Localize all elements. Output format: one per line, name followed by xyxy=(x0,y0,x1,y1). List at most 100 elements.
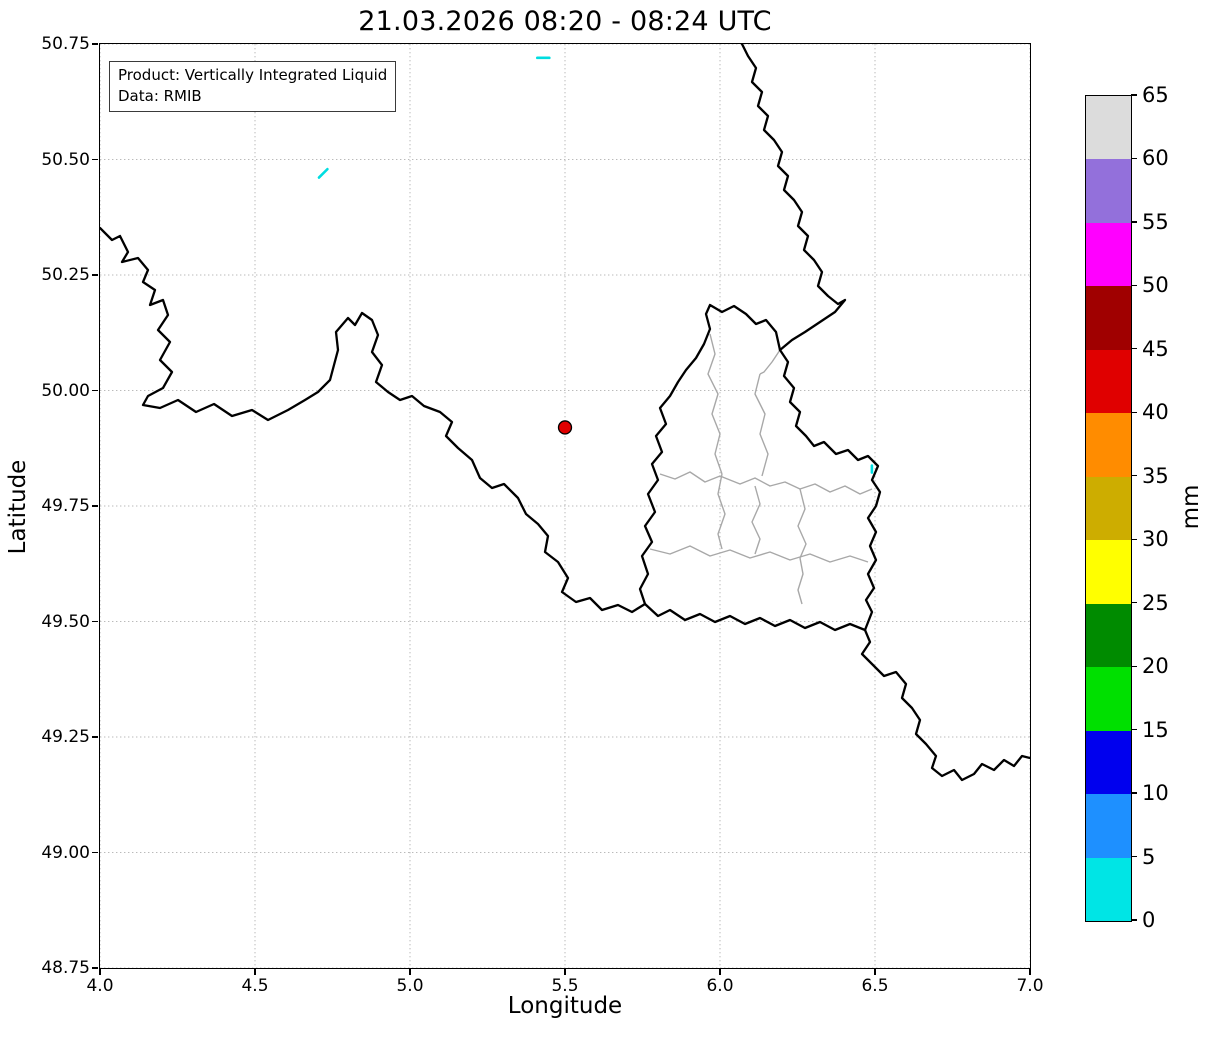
radar-echo xyxy=(317,167,329,179)
colorbar-segment xyxy=(1086,476,1131,541)
x-tick-mark xyxy=(719,969,721,975)
canton-border xyxy=(717,473,726,550)
colorbar-tick-mark xyxy=(1131,602,1137,604)
border-france-germany xyxy=(860,628,1030,782)
y-tick-mark xyxy=(92,505,98,507)
colorbar-tick-mark xyxy=(1131,348,1137,350)
colorbar-tick-mark xyxy=(1131,919,1137,921)
y-tick-mark xyxy=(92,967,98,969)
colorbar-tick-label: 25 xyxy=(1142,590,1169,615)
border-belgium-germany xyxy=(740,44,847,352)
annotation-data-source: Data: RMIB xyxy=(118,87,202,105)
canton-border xyxy=(797,488,807,559)
x-axis-label: Longitude xyxy=(507,993,623,1019)
colorbar-segment xyxy=(1086,413,1131,477)
x-tick-mark xyxy=(1029,969,1031,975)
y-tick-label: 50.50 xyxy=(41,149,90,170)
station-marker xyxy=(557,420,573,435)
colorbar-segment xyxy=(1086,222,1131,287)
colorbar-tick-label: 65 xyxy=(1142,83,1169,107)
colorbar-tick-label: 55 xyxy=(1142,209,1169,234)
x-tick-label: 5.5 xyxy=(551,976,579,996)
colorbar-tick-mark xyxy=(1131,665,1137,667)
colorbar-segment xyxy=(1086,603,1131,668)
y-tick-mark xyxy=(92,274,98,276)
canton-border xyxy=(759,349,781,375)
colorbar-tick-mark xyxy=(1131,411,1137,413)
canton-border xyxy=(751,485,761,555)
x-tick-label: 5.0 xyxy=(396,976,424,996)
colorbar-segment xyxy=(1086,730,1131,795)
x-tick-mark xyxy=(409,969,411,975)
canton-border xyxy=(797,557,804,605)
colorbar-tick-label: 5 xyxy=(1142,844,1156,869)
colorbar-tick-label: 10 xyxy=(1142,781,1169,806)
y-tick-mark xyxy=(92,43,98,45)
colorbar-tick-label: 35 xyxy=(1142,463,1169,488)
y-tick-label: 49.50 xyxy=(41,611,90,632)
colorbar-tick-label: 50 xyxy=(1142,273,1169,298)
colorbar-tick-mark xyxy=(1131,221,1137,223)
y-tick-label: 50.75 xyxy=(41,34,90,54)
colorbar-segment xyxy=(1086,794,1131,858)
plot-title: 21.03.2026 08:20 - 08:24 UTC xyxy=(358,6,772,37)
colorbar-tick-mark xyxy=(1131,284,1137,286)
colorbar-segment xyxy=(1086,96,1131,160)
x-tick-mark xyxy=(564,969,566,975)
colorbar-segment xyxy=(1086,349,1131,414)
annotation-product: Product: Vertically Integrated Liquid xyxy=(118,66,388,84)
y-tick-mark xyxy=(92,736,98,738)
y-tick-label: 49.75 xyxy=(41,496,90,516)
annotation-box: Product: Vertically Integrated Liquid Da… xyxy=(109,61,397,112)
border-luxembourg xyxy=(638,303,882,632)
luxembourg-district-borders xyxy=(649,333,873,605)
y-tick-mark xyxy=(92,851,98,854)
country-borders xyxy=(100,44,1030,782)
colorbar-tick-mark xyxy=(1131,792,1137,794)
station-marker-layer xyxy=(557,420,573,435)
colorbar-tick-mark xyxy=(1131,157,1137,160)
canton-border xyxy=(707,333,723,475)
colorbar-tick-label: 60 xyxy=(1142,146,1169,171)
radar-echoes xyxy=(317,56,874,474)
colorbar xyxy=(1085,95,1132,922)
colorbar-segment xyxy=(1086,857,1131,922)
colorbar-tick-mark xyxy=(1131,855,1137,858)
y-tick-label: 49.00 xyxy=(41,842,90,863)
colorbar-segment xyxy=(1086,286,1131,350)
colorbar-segment xyxy=(1086,667,1131,731)
y-tick-label: 49.25 xyxy=(41,727,90,747)
x-tick-mark xyxy=(254,969,256,975)
y-tick-label: 48.75 xyxy=(41,958,90,978)
x-tick-label: 6.5 xyxy=(861,976,889,996)
colorbar-tick-mark xyxy=(1131,475,1137,477)
canton-border xyxy=(754,373,769,477)
map-canvas xyxy=(100,44,1030,968)
colorbar-segment xyxy=(1086,540,1131,604)
x-tick-mark xyxy=(874,969,876,975)
colorbar-segment xyxy=(1086,159,1131,223)
x-tick-label: 7.0 xyxy=(1016,976,1044,996)
map-plot-area xyxy=(99,43,1031,969)
colorbar-tick-label: 0 xyxy=(1142,908,1156,932)
x-tick-mark xyxy=(99,969,101,975)
colorbar-tick-label: 45 xyxy=(1142,336,1169,361)
x-tick-label: 4.0 xyxy=(86,976,114,996)
colorbar-tick-label: 30 xyxy=(1142,527,1169,552)
colorbar-tick-mark xyxy=(1131,729,1137,731)
colorbar-tick-mark xyxy=(1131,538,1137,540)
y-tick-label: 50.25 xyxy=(41,265,90,285)
colorbar-tick-label: 15 xyxy=(1142,717,1169,742)
y-tick-mark xyxy=(92,620,98,623)
x-tick-label: 4.5 xyxy=(241,976,269,996)
colorbar-tick-mark xyxy=(1131,94,1137,96)
colorbar-tick-label: 20 xyxy=(1142,654,1169,679)
y-tick-mark xyxy=(92,389,98,392)
canton-border xyxy=(659,471,873,495)
x-tick-label: 6.0 xyxy=(706,976,734,996)
gridlines xyxy=(100,44,1030,968)
y-tick-mark xyxy=(92,158,98,161)
border-belgium-france xyxy=(100,226,647,614)
y-tick-label: 50.00 xyxy=(41,380,90,401)
